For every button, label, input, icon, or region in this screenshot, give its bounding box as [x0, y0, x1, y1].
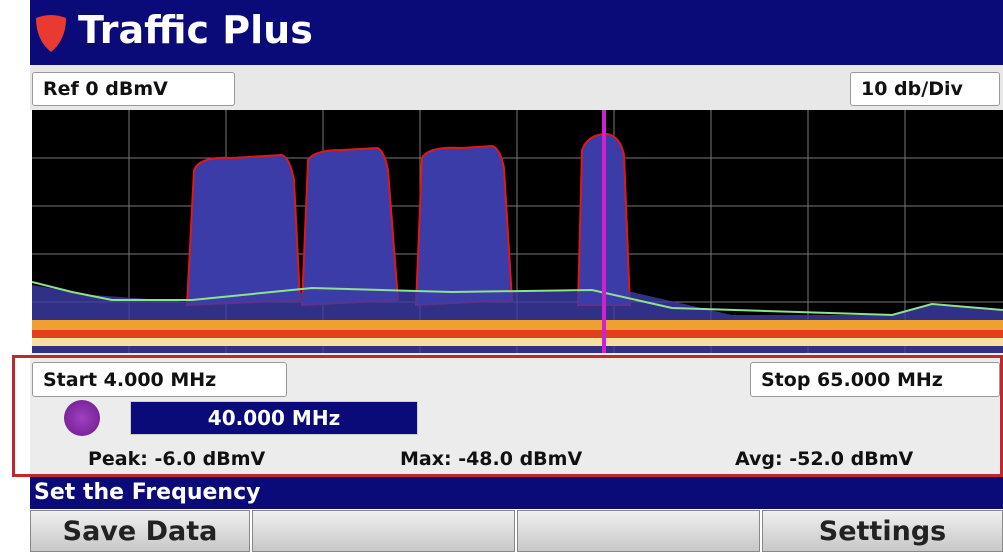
marker-knob[interactable]	[64, 400, 100, 436]
start-frequency[interactable]: Start 4.000 MHz	[32, 362, 287, 397]
status-bar: Set the Frequency	[30, 477, 1003, 509]
peak-reading: Peak: -6.0 dBmV	[88, 448, 265, 470]
max-reading: Max: -48.0 dBmV	[400, 448, 582, 470]
settings-key[interactable]: Settings	[762, 510, 1003, 552]
avg-reading: Avg: -52.0 dBmV	[735, 448, 913, 470]
ref-level[interactable]: Ref 0 dBmV	[32, 72, 235, 106]
scale[interactable]: 10 db/Div	[850, 72, 1000, 106]
blank-key[interactable]	[252, 510, 515, 552]
title-bar: Traffic Plus	[30, 0, 1003, 65]
app-title: Traffic Plus	[78, 8, 313, 52]
screen: Traffic Plus Ref 0 dBmV 10 db/Div Start …	[0, 0, 1003, 552]
frequency-field[interactable]: 40.000 MHz	[130, 401, 418, 435]
save-data-key[interactable]: Save Data	[30, 510, 250, 552]
app-icon	[34, 14, 68, 54]
stop-frequency[interactable]: Stop 65.000 MHz	[750, 362, 1000, 397]
spectrum-plot	[32, 110, 1003, 353]
blank-key[interactable]	[517, 510, 760, 552]
